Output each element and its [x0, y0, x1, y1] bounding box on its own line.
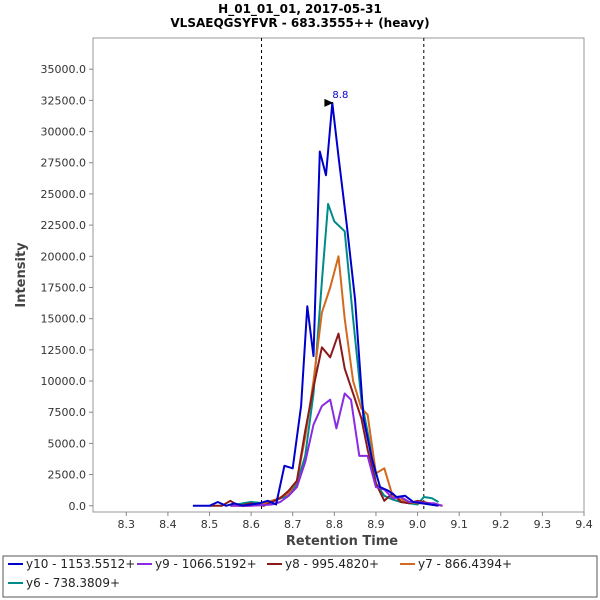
plot-frame — [92, 37, 585, 513]
series-line — [192, 101, 439, 507]
chart-title: H_01_01_01, 2017-05-31 — [218, 2, 382, 17]
y-axis-ticks: 0.0 2500.0 5000.0 7500.0 10000.0 12500.0 15000… — [41, 63, 93, 513]
x-axis-ticks: 8.3 8.4 8.5 8.6 8.7 8.8 8.9 9.0 9.1 9.2 9.3 9.4 — [118, 512, 593, 531]
series-line — [230, 392, 443, 507]
y-tick-label: 35000.0 — [41, 63, 87, 76]
y-tick-label: 5000.0 — [48, 437, 87, 450]
x-tick-label: 9.3 — [534, 518, 552, 531]
y-tick-label: 32500.0 — [41, 94, 87, 107]
peak-annotation-label: 8.8 — [332, 90, 348, 101]
plot-area — [92, 37, 585, 513]
y-tick-label: 25000.0 — [41, 188, 87, 201]
legend-label: y7 - 866.4394+ — [418, 557, 512, 571]
x-tick-label: 9.0 — [409, 518, 427, 531]
peak-annotation: 8.8 — [324, 90, 348, 107]
y-tick-label: 17500.0 — [41, 281, 87, 294]
y-axis-label: Intensity — [14, 242, 29, 308]
x-tick-label: 8.3 — [118, 518, 136, 531]
legend: y10 - 1153.5512+ y9 - 1066.5192+ y8 - 995.… — [2, 555, 598, 598]
y-tick-label: 10000.0 — [41, 375, 87, 388]
legend-label: y10 - 1153.5512+ — [26, 557, 135, 571]
peak-marker-icon — [324, 98, 334, 107]
legend-item: y9 - 1066.5192+ — [137, 557, 257, 571]
x-tick-label: 8.6 — [242, 518, 260, 531]
x-tick-label: 8.4 — [159, 518, 177, 531]
y-tick-label: 7500.0 — [48, 406, 87, 419]
y-tick-label: 0.0 — [69, 500, 87, 513]
y-tick-label: 2500.0 — [48, 469, 87, 482]
x-tick-label: 9.2 — [492, 518, 510, 531]
chart-subtitle: VLSAEQGSYFVR - 683.3555++ (heavy) — [170, 16, 429, 30]
legend-label: y6 - 738.3809+ — [26, 576, 120, 590]
y-tick-label: 20000.0 — [41, 250, 87, 263]
x-tick-label: 8.5 — [201, 518, 219, 531]
x-tick-label: 8.7 — [284, 518, 302, 531]
legend-item: y6 - 738.3809+ — [8, 576, 120, 590]
peak-boundaries — [261, 38, 425, 512]
y-tick-label: 15000.0 — [41, 313, 87, 326]
x-axis-label: Retention Time — [286, 534, 398, 549]
legend-label: y9 - 1066.5192+ — [155, 557, 257, 571]
y-tick-label: 22500.0 — [41, 219, 87, 232]
y-tick-label: 12500.0 — [41, 344, 87, 357]
x-tick-label: 9.4 — [575, 518, 593, 531]
y-tick-label: 30000.0 — [41, 126, 87, 139]
legend-label: y8 - 995.4820+ — [285, 557, 379, 571]
legend-item: y8 - 995.4820+ — [267, 557, 379, 571]
x-tick-label: 8.8 — [326, 518, 344, 531]
y-tick-label: 27500.0 — [41, 157, 87, 170]
legend-item: y10 - 1153.5512+ — [8, 557, 135, 571]
series-lines — [192, 101, 443, 507]
x-tick-label: 9.1 — [450, 518, 468, 531]
legend-item: y7 - 866.4394+ — [400, 557, 512, 571]
x-tick-label: 8.9 — [367, 518, 385, 531]
legend-box — [2, 555, 598, 598]
